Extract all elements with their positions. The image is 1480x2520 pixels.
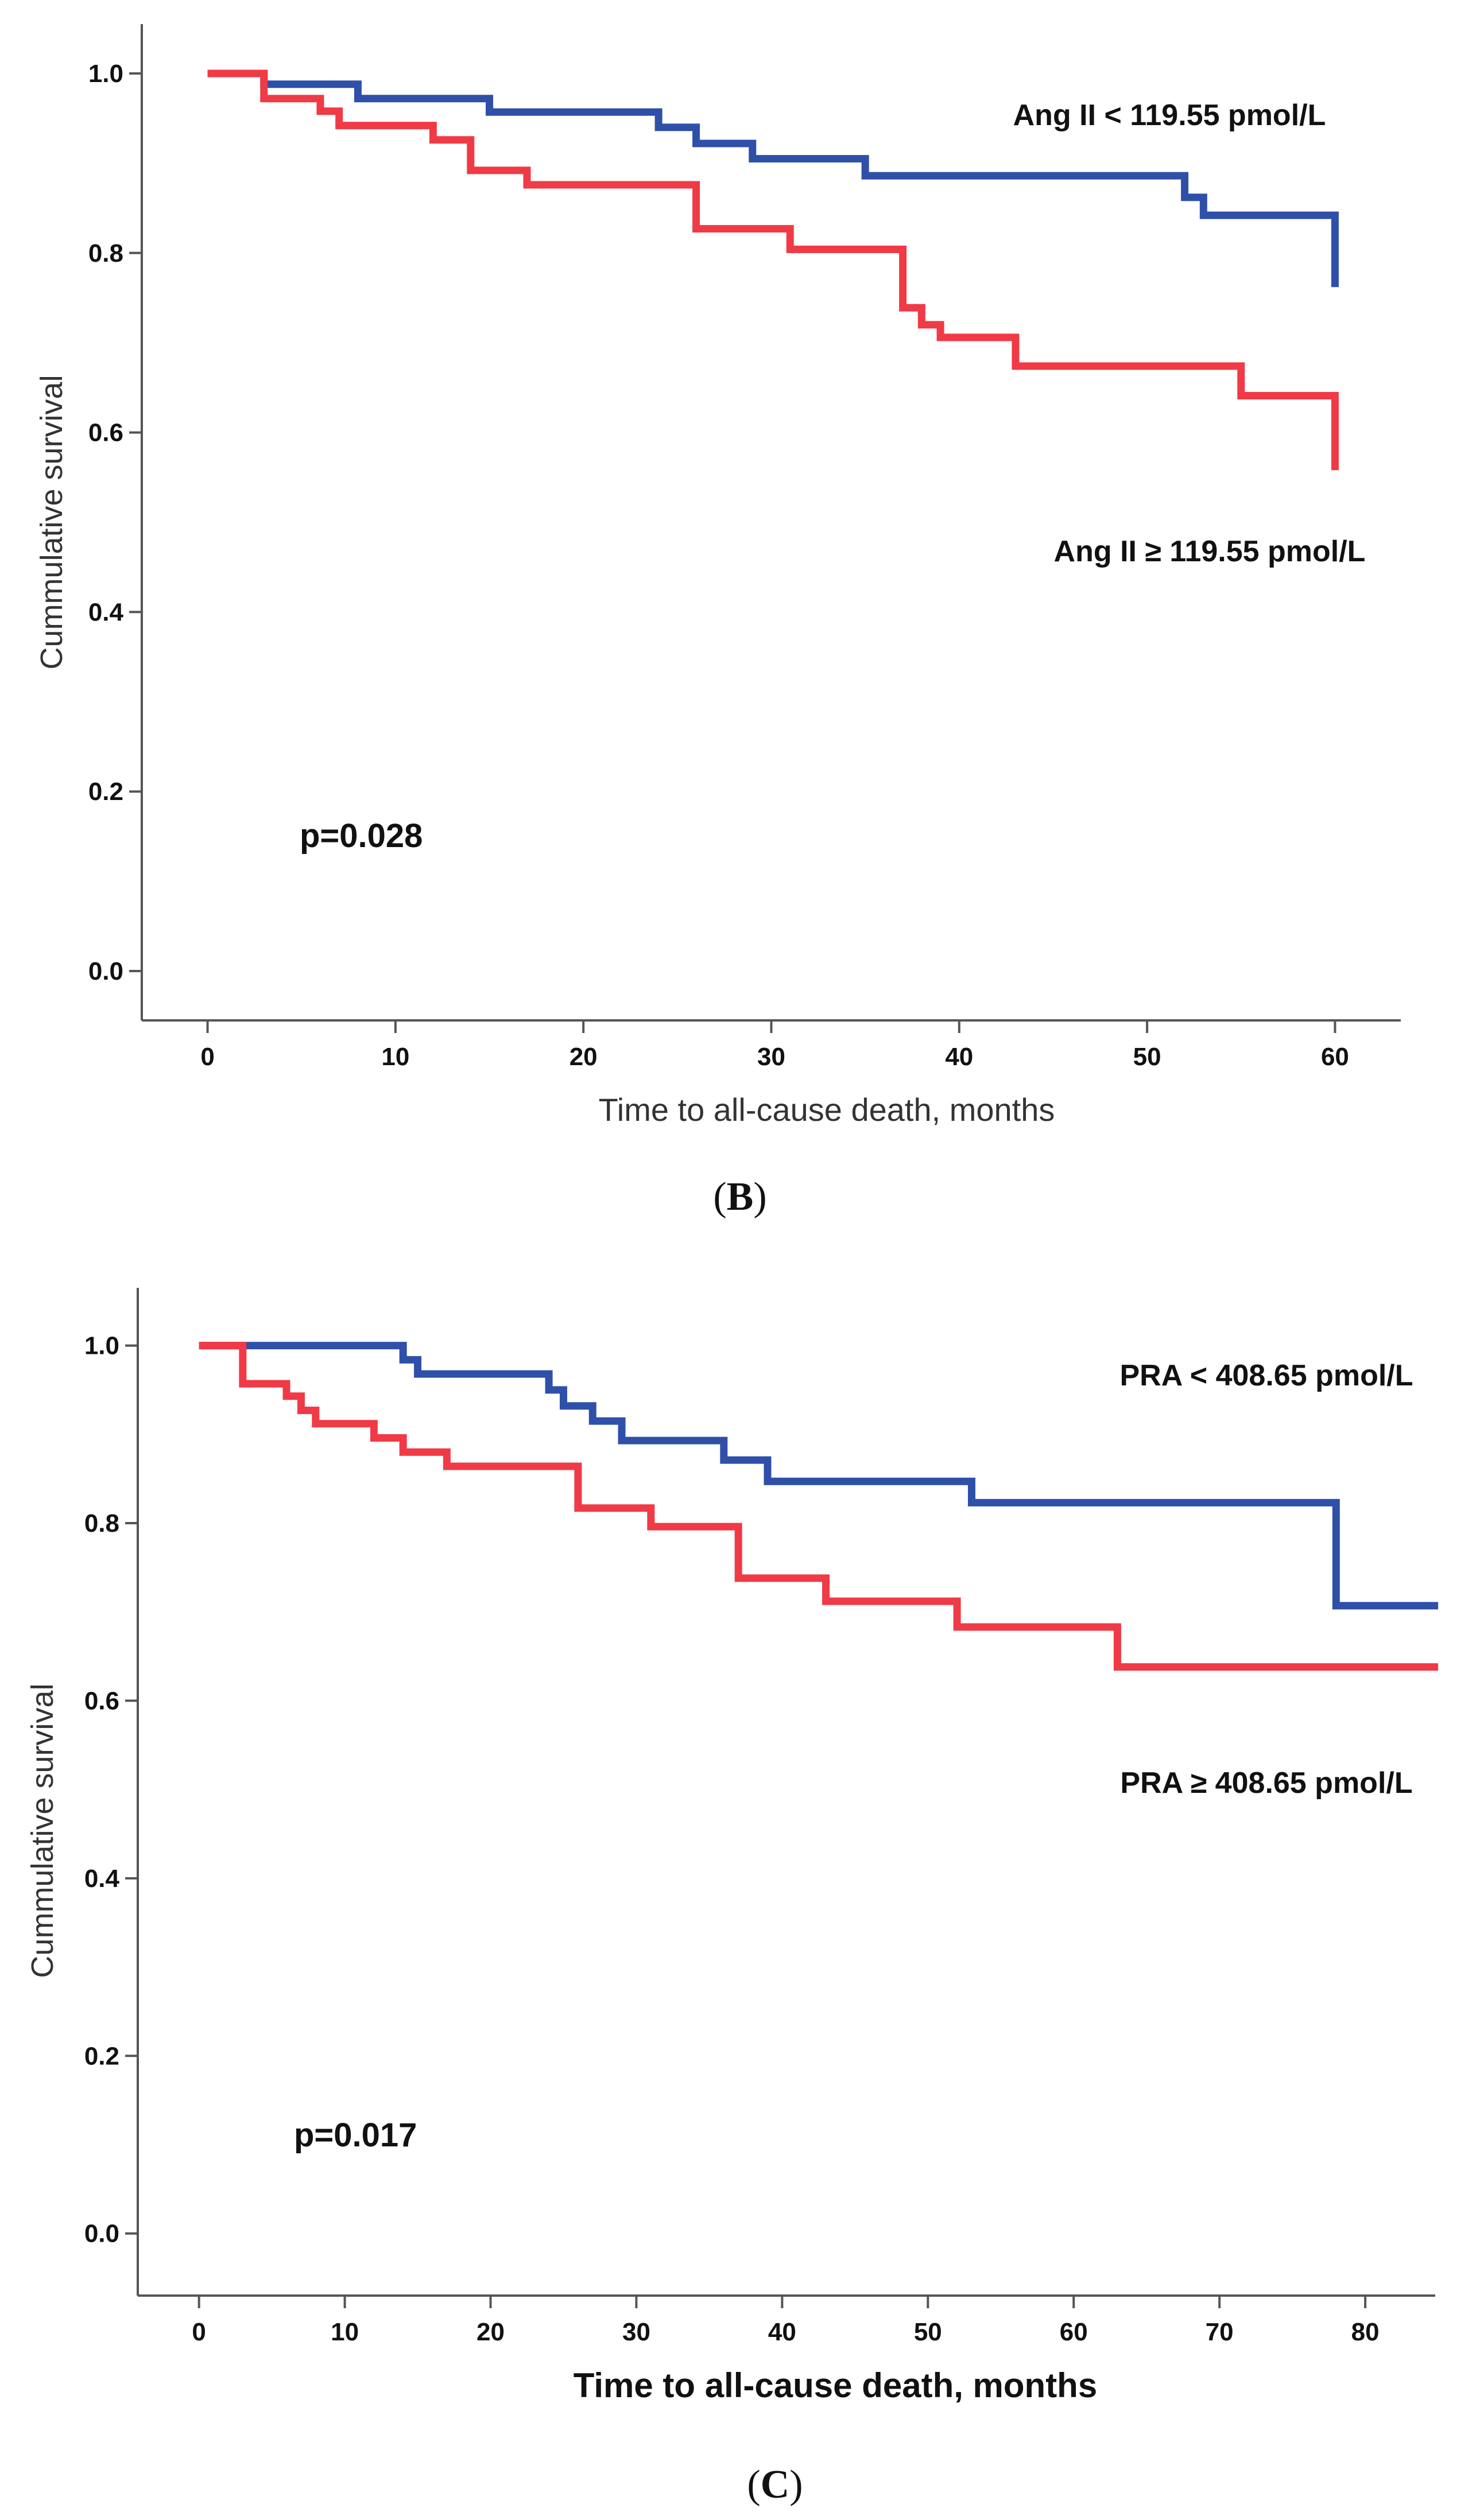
y-tick-label-c: 0.0 — [84, 2220, 119, 2248]
x-tick-label-b: 20 — [569, 1043, 598, 1071]
y-tick-label-c: 0.6 — [84, 1687, 119, 1715]
x-ticks-b: 0 10 20 30 40 50 60 — [200, 1020, 1349, 1071]
y-ticks-b: 0.0 0.2 0.4 0.6 0.8 1.0 — [88, 60, 142, 985]
y-tick-label-c: 0.8 — [84, 1509, 119, 1537]
legend-label-b-high: Ang II ≥ 119.55 pmol/L — [1054, 535, 1366, 568]
x-tick-label-b: 10 — [381, 1043, 409, 1071]
y-ticks-c: 0.0 0.2 0.4 0.6 0.8 1.0 — [84, 1332, 138, 2248]
y-axis-label-b: Cummulative survival — [34, 375, 69, 669]
survival-chart-b: 0.0 0.2 0.4 0.6 0.8 1.0 0 10 20 30 40 50 60 Cummula… — [34, 24, 1401, 1219]
survival-curve-b-low — [207, 69, 1339, 288]
y-tick-label-b: 0.0 — [88, 957, 123, 985]
x-tick-label-c: 60 — [1060, 2318, 1088, 2346]
x-axis-label-b: Time to all-cause death, months — [599, 1092, 1055, 1128]
x-tick-label-c: 0 — [192, 2318, 206, 2346]
y-axis-label-c: Cummulative survival — [25, 1683, 60, 1978]
y-tick-label-b: 1.0 — [88, 60, 123, 88]
legend-label-c-low: PRA < 408.65 pmol/L — [1119, 1359, 1413, 1392]
series-c — [199, 1342, 1439, 1671]
y-tick-label-b: 0.8 — [88, 239, 123, 267]
y-tick-label-c: 0.4 — [84, 1865, 120, 1893]
series-b — [207, 69, 1339, 471]
x-tick-label-c: 70 — [1206, 2318, 1234, 2346]
legend-label-c-high: PRA ≥ 408.65 pmol/L — [1120, 1766, 1412, 1800]
x-tick-label-b: 60 — [1321, 1043, 1349, 1071]
x-tick-label-b: 40 — [945, 1043, 973, 1071]
survival-curve-c-high — [199, 1342, 1439, 1671]
y-tick-label-b: 0.2 — [88, 778, 123, 806]
p-value-c: p=0.017 — [294, 2117, 417, 2154]
x-tick-label-c: 80 — [1351, 2318, 1380, 2346]
x-tick-label-c: 20 — [476, 2318, 505, 2346]
x-tick-label-c: 10 — [331, 2318, 359, 2346]
y-tick-label-c: 0.2 — [84, 2042, 119, 2070]
x-tick-label-b: 30 — [757, 1043, 785, 1071]
y-tick-label-c: 1.0 — [84, 1332, 119, 1360]
panel-label-b: (B) — [713, 1175, 766, 1219]
y-tick-label-b: 0.4 — [88, 598, 124, 626]
survival-curve-c-low — [199, 1342, 1439, 1610]
legend-label-b-low: Ang II < 119.55 pmol/L — [1013, 99, 1326, 132]
x-tick-label-c: 50 — [914, 2318, 942, 2346]
p-value-b: p=0.028 — [300, 817, 423, 855]
y-tick-label-b: 0.6 — [88, 419, 123, 447]
survival-curve-b-high — [207, 69, 1339, 471]
x-axis-label-c: Time to all-cause death, months — [574, 2366, 1097, 2405]
x-ticks-c: 0 10 20 30 40 50 60 70 80 — [192, 2296, 1380, 2346]
x-tick-label-b: 50 — [1133, 1043, 1161, 1071]
x-tick-label-b: 0 — [200, 1043, 214, 1071]
x-tick-label-c: 30 — [622, 2318, 650, 2346]
panel-label-c: (C) — [747, 2463, 803, 2507]
x-tick-label-c: 40 — [768, 2318, 796, 2346]
survival-chart-c: 0.0 0.2 0.4 0.6 0.8 1.0 0 10 20 30 40 50 60 70 80 Cum… — [25, 1288, 1439, 2507]
